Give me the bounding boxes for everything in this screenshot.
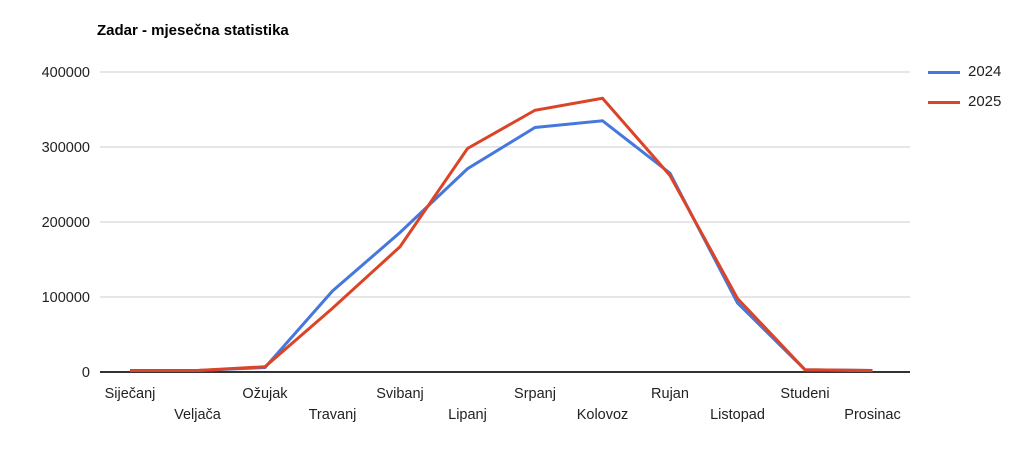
y-tick-label: 0 — [82, 365, 90, 381]
x-tick-label: Prosinac — [844, 407, 900, 423]
legend-swatch-2025 — [928, 100, 960, 104]
x-tick-label: Siječanj — [105, 386, 156, 402]
x-tick-label: Ožujak — [242, 386, 288, 402]
x-tick-label: Srpanj — [514, 386, 556, 402]
x-tick-label: Veljača — [174, 407, 222, 423]
x-tick-label: Svibanj — [376, 386, 424, 402]
legend: 2024 2025 — [928, 63, 1001, 111]
x-tick-label: Listopad — [710, 407, 765, 423]
series-line-2024 — [130, 119, 873, 372]
legend-swatch-2024 — [928, 70, 960, 74]
y-tick-label: 100000 — [42, 290, 90, 306]
legend-label: 2025 — [968, 93, 1002, 110]
legend-item-2024: 2024 — [928, 63, 1001, 81]
y-tick-label: 300000 — [42, 140, 90, 156]
legend-label: 2024 — [968, 63, 1002, 80]
legend-item-2025: 2025 — [928, 93, 1001, 111]
chart-title: Zadar - mjesečna statistika — [97, 22, 289, 39]
y-tick-label: 400000 — [42, 65, 90, 81]
series-line-2025 — [130, 96, 873, 372]
x-tick-label: Rujan — [651, 386, 689, 402]
y-tick-label: 200000 — [42, 215, 90, 231]
x-tick-label: Travanj — [309, 407, 357, 423]
x-tick-label: Kolovoz — [577, 407, 629, 423]
x-tick-label: Lipanj — [448, 407, 487, 423]
x-tick-label: Studeni — [780, 386, 829, 402]
